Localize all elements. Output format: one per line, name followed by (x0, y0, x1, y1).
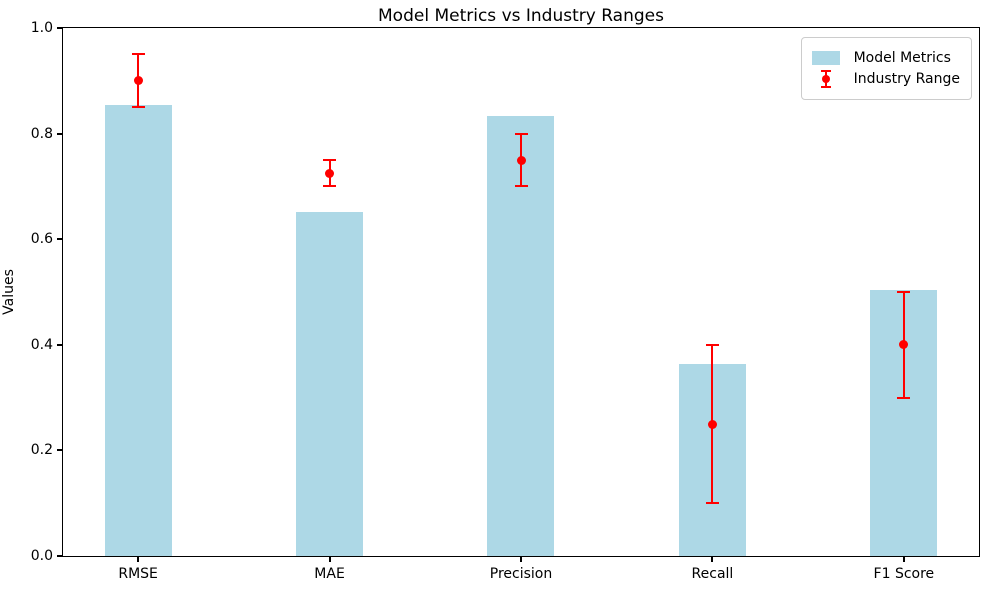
y-tick-label: 0.2 (30, 442, 53, 459)
errorbar-cap-top (323, 159, 337, 161)
y-tick-label: 0.4 (30, 336, 53, 353)
chart-title: Model Metrics vs Industry Ranges (378, 6, 664, 26)
y-tick-mark (57, 449, 62, 452)
x-tick-label: MAE (314, 566, 345, 582)
y-tick-mark (57, 555, 62, 557)
errorbar-cap-bottom (705, 502, 719, 505)
bar-rmse (104, 104, 172, 556)
bar-mae (296, 211, 364, 556)
errorbar-cap-top (514, 132, 528, 135)
x-tick-label: Precision (489, 566, 553, 582)
errorbar-cap-top (705, 343, 719, 346)
x-tick-mark (711, 557, 714, 562)
legend-label-industry-range: Industry Range (853, 71, 960, 87)
y-tick-label: 0.8 (30, 125, 53, 142)
errorbar-cap-bottom (323, 185, 337, 188)
bar-precision (487, 116, 555, 556)
x-tick-mark (520, 557, 522, 562)
errorbar-cap-bottom (897, 396, 911, 399)
errorbar-marker (516, 155, 526, 165)
x-tick-label: RMSE (118, 566, 158, 582)
legend-errorbar-icon (812, 70, 842, 88)
errorbar-marker (707, 419, 717, 429)
legend-item-industry-range: Industry Range (812, 70, 960, 88)
legend: Model Metrics Industry Range (800, 37, 972, 100)
errorbar-marker (133, 76, 143, 86)
y-tick-mark (57, 27, 62, 29)
y-tick-mark (57, 238, 62, 241)
y-tick-mark (57, 343, 62, 346)
errorbar-cap-bottom (514, 185, 528, 188)
errorbar-marker (325, 168, 335, 178)
plot-area: Model Metrics Industry Range 0.0 0.2 0.4 0.… (31, 20, 980, 582)
x-tick-label: Recall (691, 566, 734, 582)
y-tick-label: 1.0 (30, 20, 53, 36)
y-axis-label: Values (1, 269, 17, 315)
x-tick-mark (902, 557, 905, 562)
x-tick-mark (328, 557, 331, 562)
y-tick-label: 0.6 (30, 231, 53, 248)
legend-bar-swatch-icon (811, 49, 842, 67)
legend-label-model-metrics: Model Metrics (853, 50, 951, 66)
errorbar-marker (899, 340, 909, 350)
errorbar-cap-top (897, 291, 911, 293)
x-tick-label: F1 Score (873, 566, 935, 582)
y-tick-label: 0.0 (30, 548, 53, 564)
y-tick-mark (57, 132, 62, 135)
errorbar-cap-top (131, 53, 145, 56)
legend-item-model-metrics: Model Metrics (811, 49, 960, 67)
errorbar-cap-bottom (131, 106, 145, 109)
x-tick-mark (137, 557, 140, 562)
